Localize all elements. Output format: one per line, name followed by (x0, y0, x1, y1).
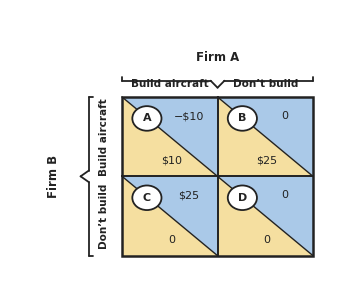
Text: C: C (143, 193, 151, 203)
Polygon shape (122, 176, 217, 256)
Text: Don’t build: Don’t build (99, 183, 109, 249)
Polygon shape (122, 97, 217, 176)
Circle shape (132, 106, 161, 131)
Circle shape (228, 185, 257, 210)
Text: Don’t build: Don’t build (233, 79, 298, 89)
Text: $25: $25 (178, 190, 200, 200)
Polygon shape (217, 176, 313, 256)
Circle shape (228, 106, 257, 131)
Polygon shape (122, 97, 217, 176)
Text: D: D (238, 193, 247, 203)
Text: 0: 0 (264, 235, 271, 245)
Text: Build aircraft: Build aircraft (99, 98, 109, 175)
Text: Firm A: Firm A (196, 51, 239, 64)
Text: −$10: −$10 (174, 111, 204, 121)
Polygon shape (217, 97, 313, 176)
Text: Firm B: Firm B (47, 155, 60, 198)
Text: B: B (238, 113, 247, 123)
Text: Build aircraft: Build aircraft (131, 79, 209, 89)
Text: $10: $10 (161, 155, 182, 165)
Circle shape (132, 185, 161, 210)
Polygon shape (122, 176, 217, 256)
Text: 0: 0 (281, 190, 288, 200)
Text: $25: $25 (257, 155, 278, 165)
Polygon shape (217, 97, 313, 176)
Text: 0: 0 (281, 111, 288, 121)
Polygon shape (217, 176, 313, 256)
Text: 0: 0 (168, 235, 175, 245)
Text: A: A (142, 113, 151, 123)
